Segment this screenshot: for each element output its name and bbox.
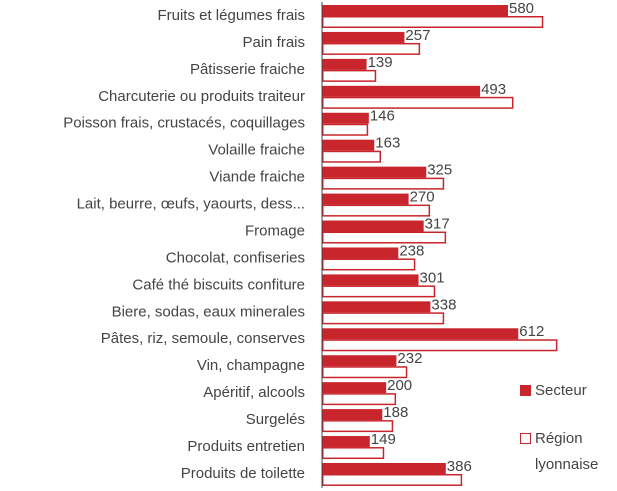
bar — [322, 339, 558, 352]
value-label: 200 — [387, 377, 412, 394]
value-label: 232 — [397, 350, 422, 367]
value-label: 317 — [425, 215, 450, 232]
category-label: Fruits et légumes frais — [157, 7, 305, 24]
legend-label: Région lyonnaise — [535, 430, 599, 473]
bar — [322, 436, 370, 448]
category-label: Apéritif, alcools — [203, 384, 305, 401]
bar — [322, 42, 421, 55]
value-label: 257 — [405, 27, 430, 44]
legend-item: Région lyonnaise — [520, 426, 615, 478]
bar — [322, 69, 377, 82]
bar — [322, 301, 431, 313]
bar — [322, 285, 436, 298]
bar — [322, 150, 382, 163]
bar — [322, 166, 427, 178]
bar — [322, 5, 509, 16]
category-label: Produits de toilette — [181, 465, 305, 482]
bar — [322, 247, 399, 259]
bar — [322, 231, 447, 244]
category-label: Pâtisserie fraiche — [190, 61, 305, 78]
value-label: 188 — [383, 404, 408, 421]
bar — [322, 123, 369, 136]
bar — [322, 85, 481, 97]
bar — [322, 193, 409, 205]
legend-item: Secteur — [520, 378, 615, 404]
bar — [322, 274, 419, 286]
value-label: 612 — [519, 323, 544, 340]
value-label: 386 — [447, 458, 472, 475]
category-label: Pain frais — [242, 34, 305, 51]
category-label: Volaille fraiche — [208, 142, 305, 159]
category-label: Poisson frais, crustacés, coquillages — [63, 115, 305, 132]
bar — [322, 366, 408, 379]
bar — [322, 473, 463, 486]
category-label: Biere, sodas, eaux minerales — [112, 303, 305, 320]
bar — [322, 220, 424, 232]
bar — [322, 382, 387, 394]
legend: Secteur Région lyonnaise — [520, 378, 615, 491]
value-label: 580 — [509, 0, 534, 17]
bar — [322, 139, 375, 151]
value-label: 238 — [399, 242, 424, 259]
category-label: Café thé biscuits confiture — [132, 276, 305, 293]
bar — [322, 258, 416, 271]
category-label: Viande fraiche — [209, 169, 305, 186]
value-label: 338 — [431, 296, 456, 313]
bar — [322, 462, 446, 474]
bar — [322, 204, 431, 217]
value-label: 149 — [371, 431, 396, 448]
bar — [322, 96, 514, 109]
value-label: 493 — [481, 81, 506, 98]
bar — [322, 328, 519, 340]
legend-swatch — [520, 433, 531, 444]
bar — [322, 177, 445, 190]
bar — [322, 31, 405, 43]
value-label: 325 — [427, 162, 452, 179]
category-label: Fromage — [245, 222, 305, 239]
value-label: 146 — [370, 108, 395, 125]
bar — [322, 312, 445, 325]
bar — [322, 355, 397, 367]
category-label: Produits entretien — [187, 438, 305, 455]
value-label: 270 — [410, 189, 435, 206]
category-label: Vin, champagne — [197, 357, 305, 374]
bar — [322, 16, 544, 28]
bar — [322, 409, 383, 421]
category-label: Charcuterie ou produits traiteur — [98, 88, 305, 105]
value-label: 139 — [368, 54, 393, 71]
bar — [322, 112, 369, 124]
value-label: 163 — [375, 135, 400, 152]
bar — [322, 393, 397, 406]
bar — [322, 447, 385, 460]
category-label: Lait, beurre, œufs, yaourts, dess... — [77, 196, 305, 213]
legend-label: Secteur — [535, 382, 587, 399]
category-label: Surgelés — [246, 411, 305, 428]
legend-swatch — [520, 385, 531, 396]
category-label: Pâtes, riz, semoule, conserves — [101, 330, 305, 347]
value-label: 301 — [420, 269, 445, 286]
category-label: Chocolat, confiseries — [166, 249, 305, 266]
bar — [322, 58, 367, 70]
bar — [322, 420, 394, 433]
